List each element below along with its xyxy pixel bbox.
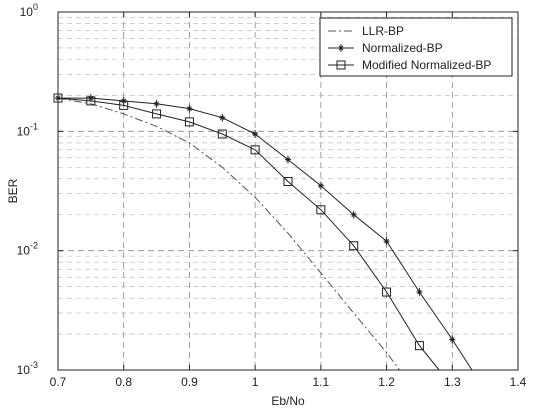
data-point bbox=[316, 205, 326, 215]
y-tick-exponent: 0 bbox=[33, 2, 38, 12]
y-tick-base: 10 bbox=[17, 124, 31, 138]
x-axis-label: Eb/No bbox=[271, 394, 305, 408]
x-tick-label: 1.3 bbox=[444, 375, 461, 389]
x-tick-label: 1.4 bbox=[510, 375, 527, 389]
x-tick-label: 0.8 bbox=[115, 375, 132, 389]
y-axis-label: BER bbox=[6, 178, 20, 203]
star-stroke bbox=[318, 183, 324, 189]
star-stroke bbox=[121, 98, 127, 104]
legend-swatch-marker bbox=[338, 44, 344, 52]
data-point bbox=[119, 100, 129, 110]
y-tick-label: 10-2 bbox=[17, 241, 38, 258]
series-line bbox=[57, 97, 401, 371]
x-tick-label: 1 bbox=[252, 375, 259, 389]
plot-frame bbox=[57, 11, 519, 371]
star-stroke bbox=[187, 106, 192, 111]
x-tick-label: 1.2 bbox=[378, 375, 395, 389]
y-tick-base: 10 bbox=[17, 363, 31, 377]
data-point bbox=[250, 145, 260, 155]
star-stroke bbox=[154, 101, 159, 107]
data-point bbox=[186, 104, 193, 113]
star-stroke bbox=[351, 212, 357, 218]
y-tick-exponent: -1 bbox=[30, 121, 38, 131]
grid bbox=[58, 12, 518, 370]
x-tick-label: 0.9 bbox=[181, 375, 198, 389]
data-point bbox=[283, 176, 293, 186]
star-stroke bbox=[338, 45, 344, 51]
y-tick-base: 10 bbox=[20, 5, 34, 19]
y-tick-base: 10 bbox=[17, 244, 31, 258]
data-point bbox=[416, 288, 423, 297]
series-2 bbox=[53, 93, 440, 371]
x-ticks: 0.7 0.8 0.9 1 1.1 1.2 1.3 1.4 bbox=[50, 12, 527, 389]
series-line bbox=[57, 97, 440, 371]
data-point bbox=[217, 129, 227, 139]
data-point bbox=[86, 96, 96, 106]
data-point bbox=[184, 117, 194, 127]
legend-entry-label: Normalized-BP bbox=[362, 41, 443, 55]
data-point bbox=[219, 113, 226, 122]
y-tick-label: 10-1 bbox=[17, 121, 38, 138]
data-point bbox=[153, 99, 160, 108]
data-point bbox=[317, 181, 324, 190]
series-line bbox=[58, 97, 473, 371]
y-tick-exponent: -3 bbox=[30, 360, 38, 370]
star-stroke bbox=[449, 337, 455, 342]
star-stroke bbox=[384, 238, 389, 244]
legend-entry-label: LLR-BP bbox=[362, 24, 404, 38]
data-point bbox=[285, 155, 291, 164]
data-point bbox=[449, 335, 456, 344]
star-stroke bbox=[252, 131, 258, 137]
data-point bbox=[349, 241, 359, 251]
y-tick-exponent: -2 bbox=[30, 241, 38, 251]
data-point bbox=[383, 237, 390, 246]
legend-swatch-marker bbox=[336, 60, 346, 70]
series-0 bbox=[57, 97, 401, 371]
y-tick-label: 100 bbox=[20, 2, 38, 19]
legend-box bbox=[319, 17, 513, 77]
data-point bbox=[382, 287, 392, 297]
x-tick-label: 1.1 bbox=[313, 375, 330, 389]
x-tick-label: 0.7 bbox=[50, 375, 67, 389]
star-stroke bbox=[219, 115, 225, 121]
legend-entry-label: Modified Normalized-BP bbox=[362, 58, 491, 72]
star-stroke bbox=[285, 157, 291, 162]
star-stroke bbox=[417, 289, 422, 295]
data-point bbox=[120, 96, 127, 105]
data-point bbox=[414, 341, 424, 351]
data-point bbox=[252, 129, 259, 138]
legend: LLR-BP Normalized-BP Modified Normalized-B… bbox=[319, 17, 513, 77]
data-point bbox=[350, 210, 357, 219]
y-tick-label: 10-3 bbox=[17, 360, 38, 377]
data-point bbox=[152, 109, 162, 119]
